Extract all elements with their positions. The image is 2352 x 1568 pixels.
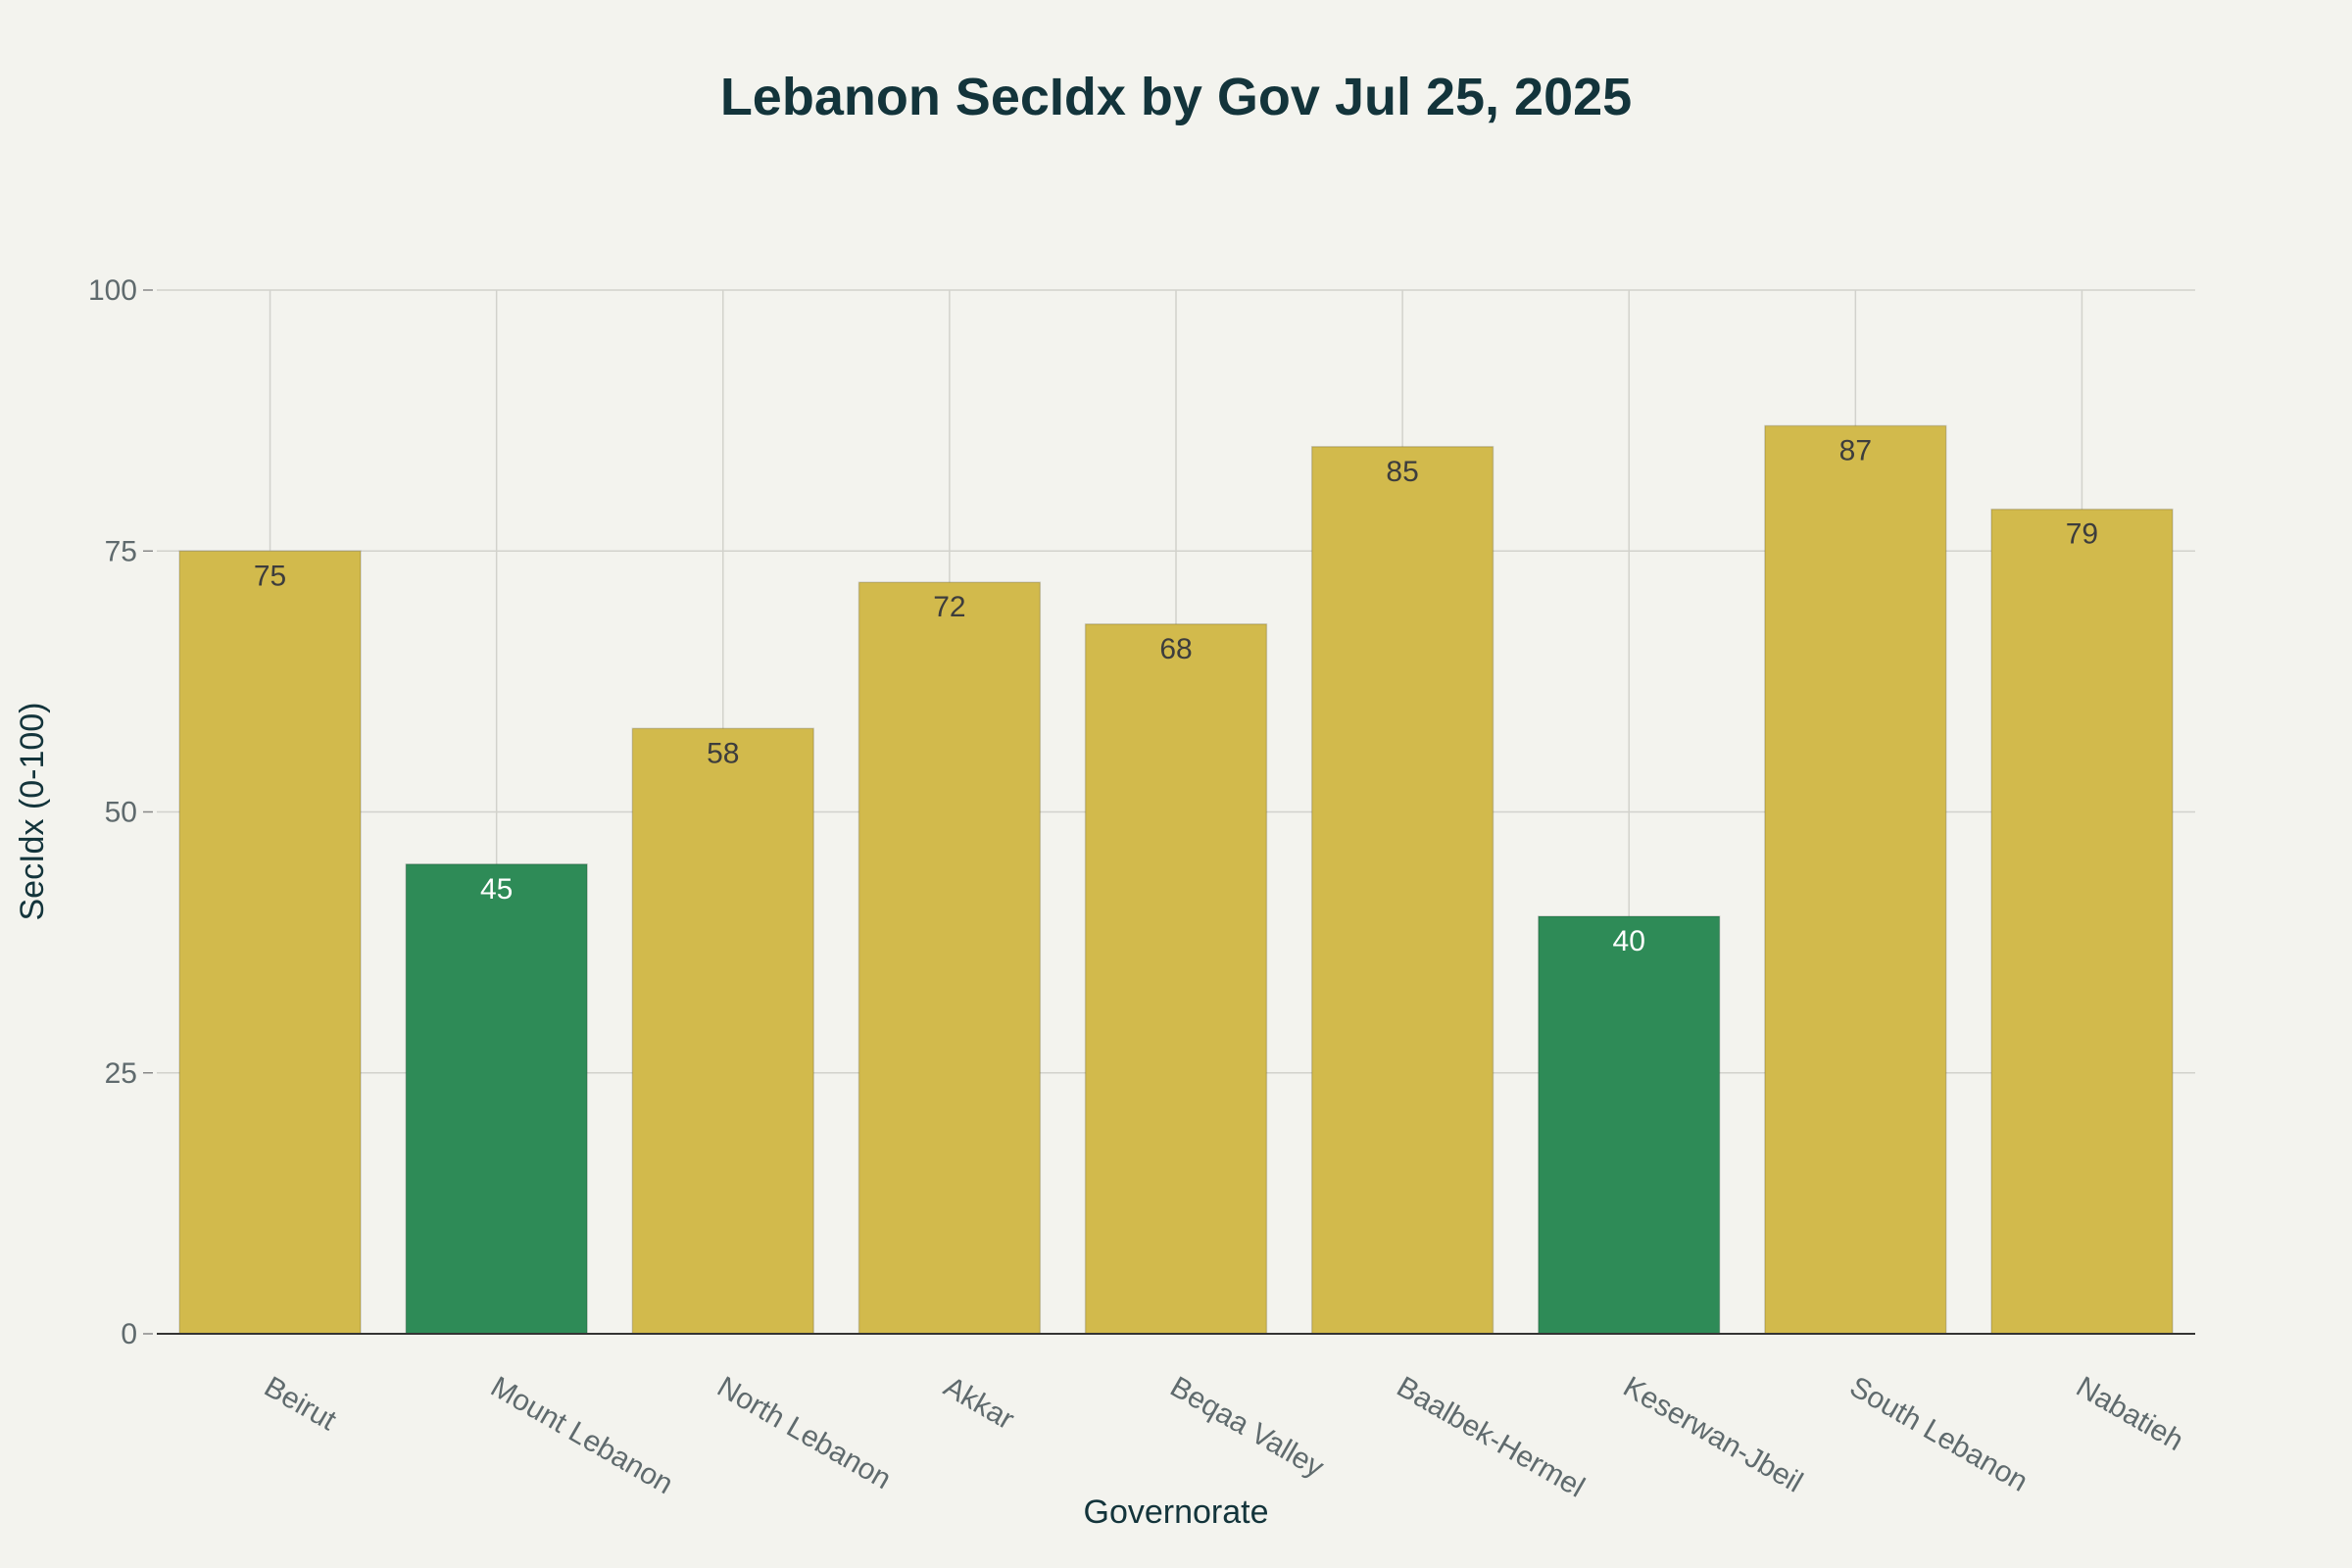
y-tick-label: 75 — [105, 535, 137, 567]
x-axis-title: Governorate — [1084, 1494, 1269, 1531]
bar-value-label: 58 — [707, 737, 739, 769]
bar-beqaa-valley[interactable] — [1084, 623, 1268, 1335]
x-tick-label: North Lebanon — [711, 1370, 896, 1495]
bar-keserwan-jbeil[interactable] — [1538, 915, 1721, 1335]
x-tick-label: Nabatieh — [2071, 1370, 2189, 1457]
y-axis-title: SecIdx (0-100) — [14, 703, 51, 921]
bar-mount-lebanon[interactable] — [405, 863, 588, 1335]
x-tick-label: Beirut — [259, 1370, 342, 1437]
x-tick-label: South Lebanon — [1844, 1370, 2034, 1497]
x-tick-label: Baalbek-Hermel — [1392, 1370, 1591, 1503]
bar-nabatieh[interactable] — [1990, 508, 2174, 1335]
bar-beirut[interactable] — [178, 550, 362, 1335]
y-tick-label: 0 — [121, 1318, 137, 1350]
x-axis: Beirut Mount Lebanon North Lebanon Akkar Beq… — [157, 1333, 2195, 1504]
x-tick-label: Beqaa Valley — [1165, 1370, 1330, 1484]
bar-value-label: 72 — [933, 591, 965, 623]
x-tick-label: Keserwan-Jbeil — [1618, 1370, 1808, 1498]
bar-north-lebanon[interactable] — [631, 727, 814, 1335]
x-tick-label: Akkar — [938, 1370, 1019, 1436]
y-tick-label: 100 — [88, 274, 137, 307]
y-tick-label: 50 — [105, 797, 137, 829]
x-tick-label: Mount Lebanon — [485, 1370, 678, 1500]
bar-value-label: 87 — [1839, 434, 1872, 466]
bar-value-label: 45 — [480, 873, 513, 906]
bar-baalbek-hermel[interactable] — [1310, 446, 1494, 1335]
bar-value-label: 85 — [1386, 456, 1418, 488]
bars: 75 45 58 72 68 85 40 87 79 — [178, 424, 2174, 1335]
bar-value-label: 40 — [1613, 925, 1645, 957]
chart-title: Lebanon SecIdx by Gov Jul 25, 2025 — [720, 68, 1632, 126]
bar-akkar[interactable] — [858, 581, 1042, 1335]
y-tick-label: 25 — [105, 1057, 137, 1090]
bar-value-label: 68 — [1159, 633, 1192, 665]
bar-value-label: 75 — [254, 560, 286, 592]
bar-value-label: 79 — [2066, 518, 2098, 551]
bar-south-lebanon[interactable] — [1764, 424, 1947, 1335]
y-axis: 0 25 50 75 100 — [88, 274, 153, 1350]
